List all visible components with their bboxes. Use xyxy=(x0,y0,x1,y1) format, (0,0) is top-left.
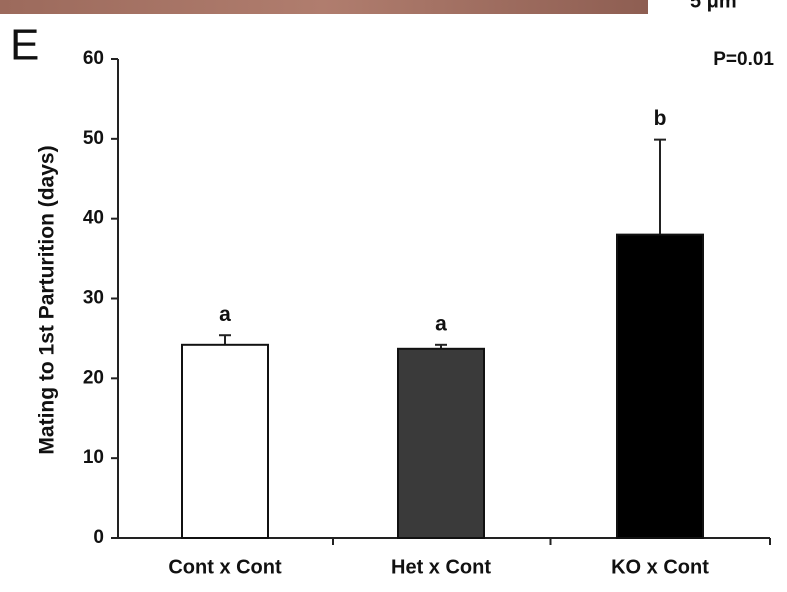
annotation: P=0.01 xyxy=(713,49,774,70)
value-label: a xyxy=(219,303,231,326)
panel-label: E xyxy=(10,21,39,70)
y-tick-label: 10 xyxy=(83,447,104,468)
y-tick-label: 50 xyxy=(83,128,104,149)
bar xyxy=(617,235,703,538)
y-tick-label: 30 xyxy=(83,288,104,309)
y-tick-label: 60 xyxy=(83,48,104,69)
scale-bar-label: 5 μm xyxy=(690,0,737,12)
chart: 5 μm E P=0.01 Mating to 1st Parturition … xyxy=(0,0,787,587)
image-strip xyxy=(0,0,648,14)
bar xyxy=(398,349,484,538)
value-label: a xyxy=(435,312,447,335)
bar xyxy=(182,345,268,538)
x-tick-label: Cont x Cont xyxy=(168,556,282,578)
y-tick-label: 20 xyxy=(83,367,104,388)
value-label: b xyxy=(654,107,667,130)
y-tick-label: 40 xyxy=(83,208,104,229)
y-axis-label: Mating to 1st Parturition (days) xyxy=(36,145,59,454)
y-tick-label: 0 xyxy=(93,527,104,548)
x-tick-label: Het x Cont xyxy=(391,556,491,578)
x-tick-label: KO x Cont xyxy=(611,556,709,578)
